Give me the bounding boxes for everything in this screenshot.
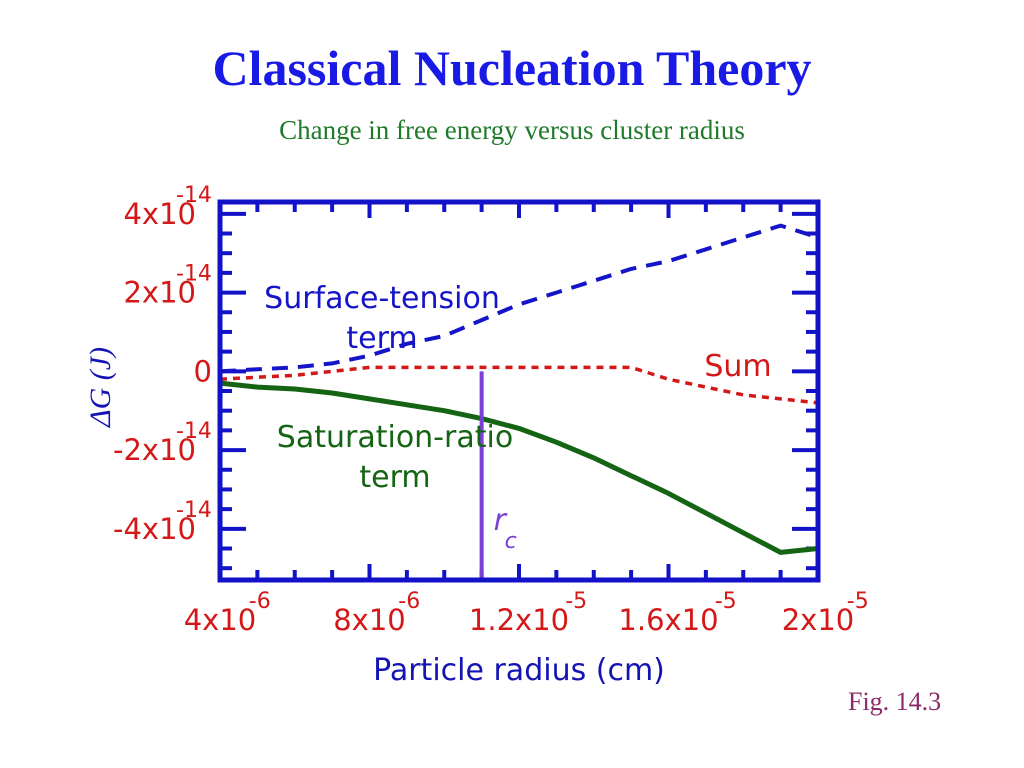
saturation-ratio-label: term	[359, 460, 430, 495]
y-tick-label: 0	[194, 354, 212, 388]
sum-label: Sum	[704, 349, 771, 384]
x-axis-label: Particle radius (cm)	[373, 653, 665, 688]
x-tick-label: 2x10	[782, 603, 855, 637]
y-tick-label: 4x10	[123, 197, 196, 231]
x-tick-label: 1.6x10	[618, 603, 718, 637]
x-tick-exponent: -5	[565, 589, 587, 614]
page-title: Classical Nucleation Theory	[212, 40, 812, 96]
chart-series	[219, 223, 819, 555]
plot-frame	[217, 199, 821, 583]
y-tick-label: -4x10	[113, 512, 196, 546]
page-subtitle: Change in free energy versus cluster rad…	[279, 115, 745, 145]
y-tick-label: -2x10	[113, 433, 196, 467]
surface-tension-label: Surface-tension	[264, 281, 500, 316]
y-tick-exponent: -14	[176, 419, 212, 444]
y-axis-label: ΔG (J)	[84, 347, 117, 428]
y-tick-exponent: -14	[176, 183, 212, 208]
x-tick-label: 4x10	[184, 603, 257, 637]
saturation-ratio-label: Saturation-ratio	[277, 420, 513, 455]
x-tick-label: 1.2x10	[469, 603, 569, 637]
series-line-solid	[219, 380, 819, 555]
y-tick-exponent: -14	[176, 262, 212, 287]
figure-reference: Fig. 14.3	[848, 687, 942, 716]
surface-tension-label: term	[346, 321, 417, 356]
x-tick-exponent: -5	[847, 589, 869, 614]
x-tick-label: 8x10	[333, 603, 406, 637]
chart-labels: 4x10-68x10-61.2x10-51.6x10-52x10-54x10-1…	[113, 183, 869, 637]
series-line-dotted	[219, 365, 819, 405]
y-tick-exponent: -14	[176, 498, 212, 523]
x-tick-exponent: -6	[249, 589, 271, 614]
critical-radius-subscript: c	[505, 529, 517, 554]
y-tick-label: 2x10	[123, 276, 196, 310]
critical-radius-label: r	[494, 503, 508, 538]
x-tick-exponent: -5	[715, 589, 737, 614]
x-tick-exponent: -6	[398, 589, 420, 614]
